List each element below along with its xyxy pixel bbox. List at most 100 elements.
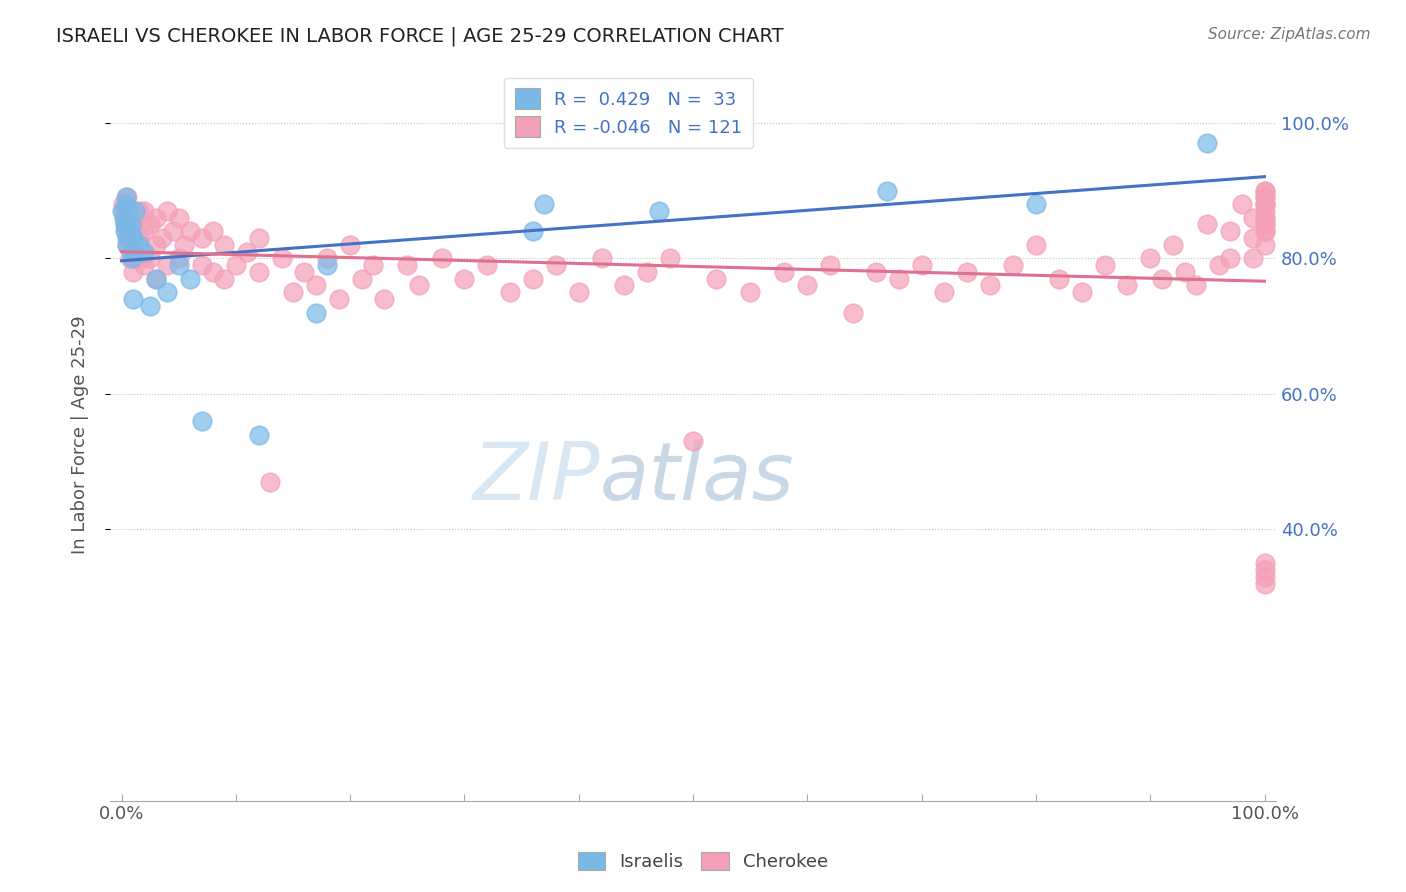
Point	[145, 271, 167, 285]
Point	[408, 278, 430, 293]
Point	[247, 231, 270, 245]
Point	[145, 237, 167, 252]
Point	[316, 252, 339, 266]
Point	[1139, 252, 1161, 266]
Point	[1208, 258, 1230, 272]
Point	[1253, 218, 1275, 232]
Point	[876, 184, 898, 198]
Text: Source: ZipAtlas.com: Source: ZipAtlas.com	[1208, 27, 1371, 42]
Point	[114, 218, 136, 232]
Point	[1253, 197, 1275, 211]
Text: ZIP: ZIP	[472, 440, 600, 517]
Point	[115, 231, 138, 245]
Point	[636, 265, 658, 279]
Point	[430, 252, 453, 266]
Point	[934, 285, 956, 300]
Point	[477, 258, 499, 272]
Point	[1253, 237, 1275, 252]
Point	[1025, 197, 1047, 211]
Point	[1241, 211, 1264, 225]
Point	[121, 237, 143, 252]
Point	[1253, 190, 1275, 204]
Point	[124, 203, 146, 218]
Point	[1253, 203, 1275, 218]
Point	[1219, 252, 1241, 266]
Point	[1241, 231, 1264, 245]
Point	[339, 237, 361, 252]
Point	[1253, 211, 1275, 225]
Point	[225, 258, 247, 272]
Point	[1025, 237, 1047, 252]
Point	[1253, 570, 1275, 584]
Point	[1185, 278, 1208, 293]
Point	[1253, 184, 1275, 198]
Point	[1253, 224, 1275, 238]
Point	[139, 252, 162, 266]
Point	[1070, 285, 1092, 300]
Point	[247, 427, 270, 442]
Point	[122, 231, 145, 245]
Point	[281, 285, 304, 300]
Point	[114, 224, 136, 238]
Point	[118, 224, 141, 238]
Point	[522, 271, 544, 285]
Point	[316, 258, 339, 272]
Point	[613, 278, 636, 293]
Point	[1197, 136, 1219, 150]
Point	[150, 231, 173, 245]
Point	[145, 271, 167, 285]
Point	[956, 265, 979, 279]
Point	[162, 224, 184, 238]
Point	[112, 211, 135, 225]
Point	[1241, 252, 1264, 266]
Point	[190, 258, 212, 272]
Point	[134, 258, 156, 272]
Point	[131, 252, 153, 266]
Point	[167, 211, 190, 225]
Point	[1116, 278, 1139, 293]
Point	[396, 258, 419, 272]
Point	[818, 258, 841, 272]
Legend: R =  0.429   N =  33, R = -0.046   N = 121: R = 0.429 N = 33, R = -0.046 N = 121	[503, 78, 754, 148]
Point	[704, 271, 727, 285]
Point	[179, 271, 201, 285]
Point	[1002, 258, 1025, 272]
Point	[1047, 271, 1070, 285]
Point	[499, 285, 522, 300]
Point	[659, 252, 682, 266]
Point	[145, 211, 167, 225]
Point	[1253, 190, 1275, 204]
Point	[179, 224, 201, 238]
Point	[115, 190, 138, 204]
Point	[114, 218, 136, 232]
Point	[740, 285, 762, 300]
Point	[773, 265, 796, 279]
Point	[1253, 563, 1275, 577]
Point	[134, 224, 156, 238]
Point	[1253, 557, 1275, 571]
Point	[1253, 576, 1275, 591]
Point	[117, 231, 139, 245]
Point	[522, 224, 544, 238]
Point	[139, 218, 162, 232]
Point	[1253, 197, 1275, 211]
Point	[373, 292, 395, 306]
Point	[118, 224, 141, 238]
Point	[305, 305, 328, 319]
Point	[1197, 218, 1219, 232]
Point	[111, 197, 134, 211]
Y-axis label: In Labor Force | Age 25-29: In Labor Force | Age 25-29	[72, 315, 89, 554]
Point	[214, 237, 236, 252]
Point	[682, 434, 704, 449]
Point	[115, 190, 138, 204]
Point	[648, 203, 671, 218]
Point	[114, 211, 136, 225]
Point	[591, 252, 613, 266]
Point	[544, 258, 567, 272]
Point	[156, 258, 179, 272]
Point	[1253, 197, 1275, 211]
Point	[120, 244, 142, 259]
Point	[115, 237, 138, 252]
Point	[112, 203, 135, 218]
Point	[115, 237, 138, 252]
